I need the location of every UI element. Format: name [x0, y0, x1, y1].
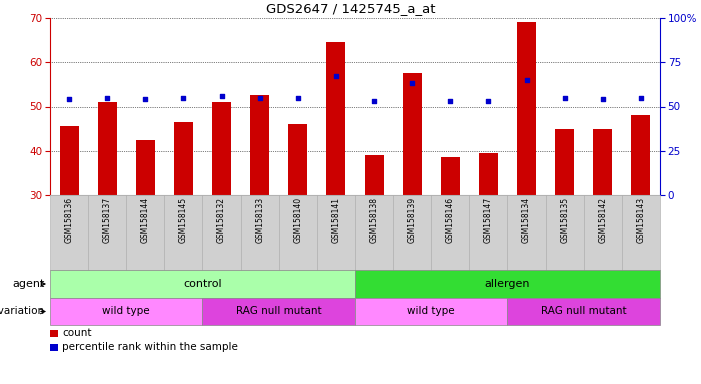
Point	[178, 94, 189, 101]
Text: GSM158134: GSM158134	[522, 197, 531, 243]
Text: GSM158144: GSM158144	[141, 197, 150, 243]
Bar	[174, 122, 193, 195]
Bar	[555, 129, 574, 195]
Text: genotype/variation: genotype/variation	[0, 306, 45, 316]
Point	[369, 98, 380, 104]
Text: GSM158140: GSM158140	[293, 197, 302, 243]
Bar	[632, 115, 651, 195]
Text: GSM158145: GSM158145	[179, 197, 188, 243]
Point	[407, 80, 418, 86]
Text: percentile rank within the sample: percentile rank within the sample	[62, 342, 238, 352]
Bar	[517, 22, 536, 195]
Text: GSM158132: GSM158132	[217, 197, 226, 243]
Text: GSM158138: GSM158138	[369, 197, 379, 243]
Point	[330, 73, 341, 79]
Text: GSM158142: GSM158142	[599, 197, 607, 243]
Bar	[288, 124, 307, 195]
Bar	[593, 129, 613, 195]
Point	[559, 94, 571, 101]
Text: GSM158137: GSM158137	[102, 197, 111, 243]
Point	[635, 94, 646, 101]
Text: GSM158133: GSM158133	[255, 197, 264, 243]
Point	[521, 77, 532, 83]
Point	[139, 96, 151, 103]
Point	[483, 98, 494, 104]
Text: GSM158146: GSM158146	[446, 197, 455, 243]
Bar	[250, 96, 269, 195]
Bar	[327, 42, 346, 195]
Point	[102, 94, 113, 101]
Text: RAG null mutant: RAG null mutant	[541, 306, 627, 316]
Point	[216, 93, 227, 99]
Bar	[365, 155, 383, 195]
Text: allergen: allergen	[485, 279, 530, 289]
Bar	[402, 73, 422, 195]
Bar	[60, 126, 79, 195]
Bar	[441, 157, 460, 195]
Bar	[136, 140, 155, 195]
Text: GSM158143: GSM158143	[637, 197, 646, 243]
Point	[292, 94, 304, 101]
Text: wild type: wild type	[102, 306, 150, 316]
Text: wild type: wild type	[407, 306, 455, 316]
Point	[64, 96, 75, 103]
Text: count: count	[62, 328, 92, 338]
Text: GSM158141: GSM158141	[332, 197, 341, 243]
Text: GSM158147: GSM158147	[484, 197, 493, 243]
Point	[444, 98, 456, 104]
Text: agent: agent	[13, 279, 45, 289]
Text: GSM158139: GSM158139	[408, 197, 416, 243]
Bar	[479, 153, 498, 195]
Text: RAG null mutant: RAG null mutant	[236, 306, 322, 316]
Point	[597, 96, 608, 103]
Text: GSM158136: GSM158136	[64, 197, 74, 243]
Point	[254, 94, 265, 101]
Bar	[97, 102, 117, 195]
Bar	[212, 102, 231, 195]
Text: GDS2647 / 1425745_a_at: GDS2647 / 1425745_a_at	[266, 2, 435, 15]
Text: control: control	[183, 279, 222, 289]
Text: GSM158135: GSM158135	[560, 197, 569, 243]
